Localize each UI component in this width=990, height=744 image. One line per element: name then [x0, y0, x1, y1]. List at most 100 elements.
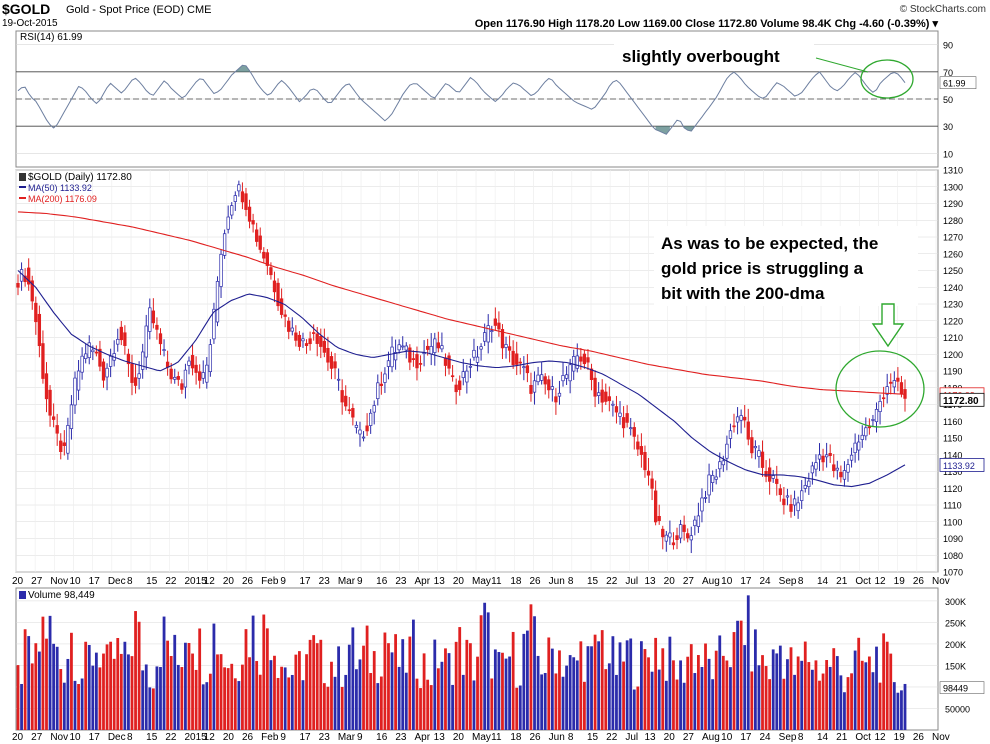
volume-bar: [607, 663, 611, 730]
volume-bar: [184, 642, 187, 730]
volume-bar: [540, 674, 544, 730]
x-axis-tick-label-bottom: 23: [395, 732, 407, 743]
price-candle: [276, 282, 280, 307]
volume-bar: [233, 678, 237, 730]
volume-bar: [337, 646, 341, 730]
volume-bar: [664, 680, 668, 730]
volume-bar: [169, 656, 173, 730]
price-candle: [497, 322, 501, 330]
x-axis-tick-label: Nov: [50, 576, 68, 587]
price-candle: [515, 353, 519, 365]
volume-bar: [52, 643, 56, 730]
volume-bar: [458, 627, 462, 730]
volume-bar: [550, 648, 554, 730]
price-candle: [383, 373, 387, 383]
volume-bar: [198, 628, 202, 730]
x-axis-tick-label-bottom: 26: [242, 732, 254, 743]
volume-bar: [365, 625, 369, 730]
x-axis-tick-label-bottom: Jun: [549, 732, 565, 743]
volume-bar: [116, 638, 120, 730]
price-tick-label: 1230: [943, 300, 963, 310]
x-axis-tick-label-bottom: 20: [223, 732, 235, 743]
price-candle: [750, 437, 754, 454]
volume-bar: [761, 655, 764, 730]
price-candle: [664, 534, 668, 542]
price-candle: [312, 332, 316, 334]
volume-bar: [151, 688, 155, 730]
ma200-legend: MA(200) 1176.09: [28, 194, 97, 204]
volume-bar: [176, 664, 180, 730]
volume-bar: [269, 660, 273, 730]
price-candle: [824, 454, 829, 458]
price-candle: [586, 357, 590, 363]
price-candle: [101, 361, 106, 381]
volume-bar: [657, 669, 661, 730]
price-candle: [269, 267, 273, 276]
price-candle: [472, 349, 476, 358]
price-candle: [326, 348, 330, 363]
volume-bar: [615, 674, 618, 730]
volume-bar: [693, 673, 697, 730]
volume-bar: [625, 640, 629, 730]
volume-legend: Volume 98,449: [28, 590, 95, 601]
price-candle: [372, 405, 376, 413]
price-candle: [760, 451, 765, 468]
volume-bar: [575, 660, 579, 730]
price-candle: [728, 430, 733, 439]
price-candle: [258, 235, 262, 250]
price-candle: [169, 368, 173, 380]
volume-bar: [148, 687, 152, 730]
volume-bar: [668, 636, 672, 730]
x-axis-tick-label: 27: [31, 576, 43, 587]
price-candle: [226, 216, 230, 230]
price-candle: [205, 364, 209, 383]
price-candle: [386, 360, 391, 367]
volume-bar: [390, 652, 394, 730]
price-candle: [703, 497, 708, 499]
x-axis-tick-label: 15: [146, 576, 158, 587]
x-axis-tick-label: 26: [913, 576, 925, 587]
ma50-price-label-box: [939, 458, 985, 472]
volume-bar: [230, 663, 234, 730]
price-candle: [333, 361, 337, 369]
x-axis-tick-label: 8: [798, 576, 804, 587]
price-candle: [500, 329, 505, 349]
price-candle: [201, 372, 205, 379]
rsi-tick-label: 70: [943, 68, 953, 78]
volume-bar: [622, 661, 625, 730]
price-candle: [796, 502, 800, 512]
volume-bar: [679, 660, 682, 730]
x-axis-tick-label: 17: [89, 576, 101, 587]
volume-bar: [322, 683, 326, 730]
volume-bar: [166, 640, 170, 730]
price-tick-label: 1130: [943, 467, 962, 477]
x-axis-tick-label: 8: [568, 576, 574, 587]
volume-bar: [315, 643, 319, 730]
volume-bar: [825, 660, 829, 730]
volume-bar: [276, 677, 280, 730]
volume-bar: [180, 667, 184, 730]
volume-bar: [440, 661, 444, 730]
x-axis-tick-label: 20: [12, 576, 24, 587]
volume-bar: [632, 689, 636, 730]
expected-annotation-line2: gold price is struggling a: [661, 259, 864, 278]
volume-bar: [647, 657, 650, 730]
volume-bar: [41, 616, 45, 730]
x-axis-tick-label-bottom: 20: [453, 732, 465, 743]
price-candle: [511, 350, 515, 366]
price-candle: [244, 193, 248, 210]
price-candle: [443, 357, 448, 366]
price-candle: [240, 191, 245, 203]
volume-bar: [675, 679, 679, 730]
price-candle: [483, 332, 487, 342]
brand-label[interactable]: © StockCharts.com: [899, 4, 986, 15]
price-candle: [593, 377, 597, 397]
x-axis-tick-label-bottom: 13: [645, 732, 657, 743]
volume-bar: [650, 671, 654, 730]
price-candle: [650, 478, 654, 489]
price-candle: [155, 324, 159, 330]
price-candle: [450, 375, 455, 378]
volume-bar: [287, 677, 291, 730]
volume-bar: [66, 658, 70, 730]
